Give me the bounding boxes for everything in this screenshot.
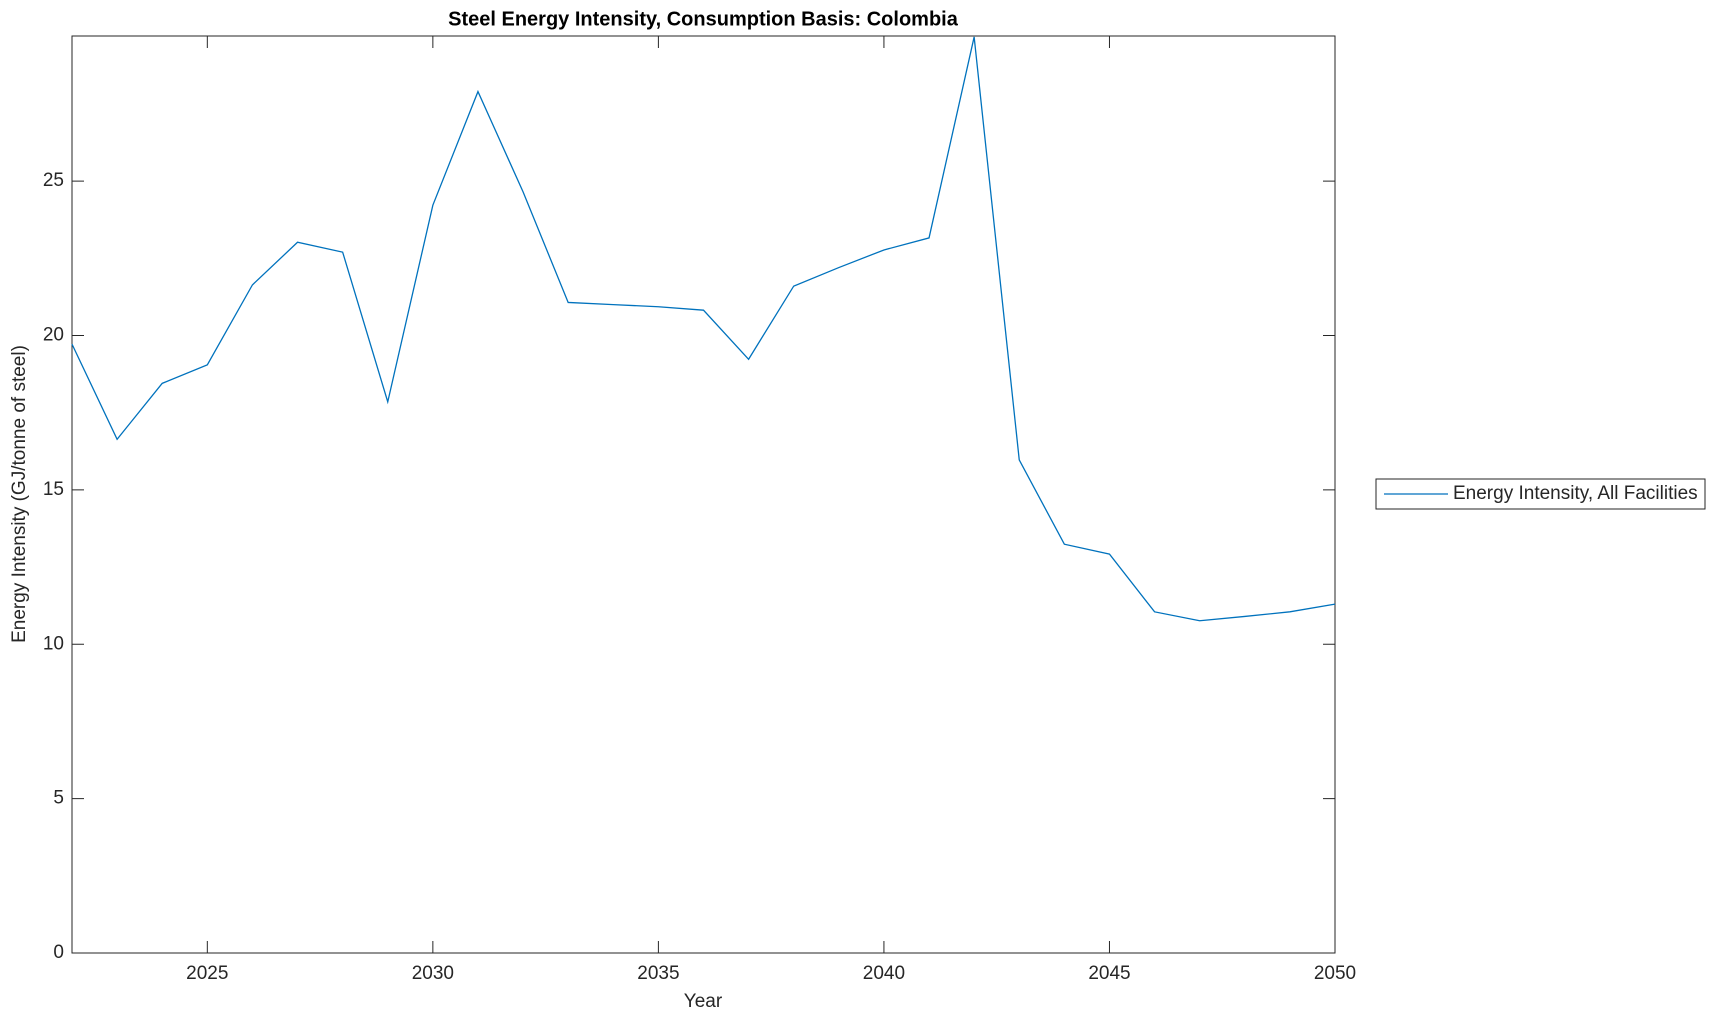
x-tick-label: 2025: [186, 963, 228, 984]
chart-title: Steel Energy Intensity, Consumption Basi…: [448, 8, 959, 30]
x-tick-label: 2050: [1314, 963, 1356, 984]
legend-label: Energy Intensity, All Facilities: [1453, 483, 1698, 504]
x-tick-label: 2030: [412, 963, 454, 984]
y-tick-label: 5: [53, 788, 64, 809]
y-tick-label: 15: [43, 479, 64, 500]
y-tick-label: 25: [43, 170, 64, 191]
x-tick-label: 2045: [1088, 963, 1130, 984]
y-tick-label: 0: [53, 942, 64, 963]
x-tick-label: 2035: [637, 963, 679, 984]
data-line: [71, 36, 1336, 622]
y-tick-label: 20: [43, 325, 64, 346]
y-axis-label: Energy Intensity (GJ/tonne of steel): [9, 345, 30, 643]
x-axis-label: Year: [684, 991, 723, 1012]
x-tick-label: 2040: [863, 963, 905, 984]
plot-box: [71, 35, 1336, 954]
y-tick-label: 10: [43, 633, 64, 654]
